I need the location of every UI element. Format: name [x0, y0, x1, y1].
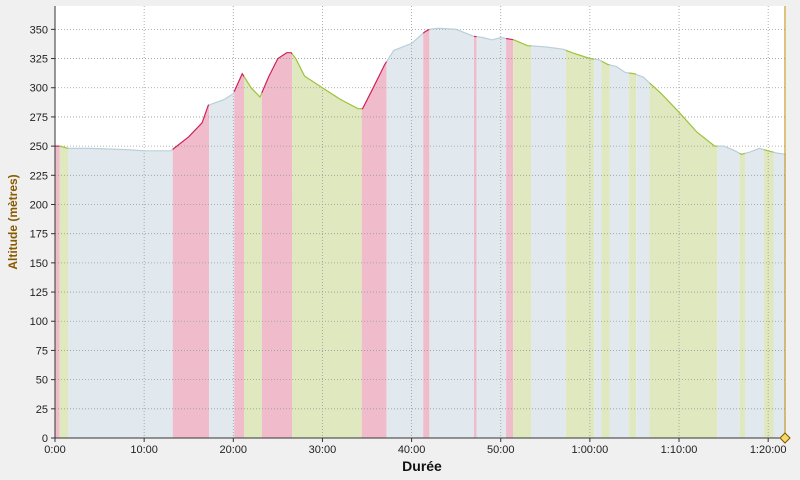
profile-line-flat	[208, 91, 235, 106]
profile-line-flat	[744, 147, 764, 154]
profile-line-climb	[261, 52, 293, 94]
y-tick-label: 200	[30, 199, 48, 211]
profile-line-descent	[649, 82, 718, 147]
segment-climb-15	[506, 38, 514, 438]
y-tick-label: 350	[30, 24, 48, 36]
segment-flat-19	[594, 59, 602, 438]
profile-line-descent	[763, 149, 774, 153]
x-tick-label: 1:00:00	[572, 444, 609, 456]
segment-climb-7	[261, 52, 293, 438]
segment-flat-29	[773, 152, 786, 438]
profile-line-flat	[68, 147, 174, 152]
y-tick-label: 125	[30, 287, 48, 299]
profile-line-flat	[609, 64, 630, 74]
x-tick-label: 0:00	[44, 444, 65, 456]
segment-climb-9	[361, 61, 387, 438]
profile-line-descent	[59, 145, 69, 149]
profile-line-descent	[243, 76, 263, 99]
segment-climb-3	[172, 104, 210, 439]
profile-line-climb	[172, 104, 210, 150]
segment-climb-0	[55, 146, 60, 438]
segment-descent-16	[513, 39, 532, 438]
segment-descent-26	[739, 153, 745, 439]
x-tick-label: 20:00	[220, 444, 248, 456]
profile-line-climb	[361, 61, 388, 110]
segment-descent-22	[629, 73, 637, 438]
x-axis-title: Durée	[402, 458, 442, 474]
segment-climb-5	[234, 73, 244, 438]
segment-climb-13	[473, 36, 477, 439]
y-tick-label: 150	[30, 258, 48, 270]
y-tick-label: 325	[30, 54, 48, 66]
segment-flat-4	[209, 91, 235, 438]
profile-line-flat	[594, 58, 602, 62]
segment-descent-24	[649, 82, 718, 439]
segment-flat-27	[744, 148, 764, 438]
segment-descent-1	[59, 146, 69, 438]
x-tick-label: 1:10:00	[661, 444, 698, 456]
y-tick-label: 0	[42, 433, 48, 445]
y-tick-label: 25	[36, 404, 48, 416]
profile-line-flat	[386, 32, 424, 62]
y-tick-label: 225	[30, 170, 48, 182]
y-tick-label: 50	[36, 375, 48, 387]
segment-flat-10	[386, 33, 424, 438]
segment-flat-12	[429, 28, 474, 438]
x-tick-label: 1:20:00	[750, 444, 787, 456]
segment-flat-21	[609, 64, 630, 439]
segment-descent-18	[565, 50, 595, 439]
x-tick-label: 10:00	[130, 444, 158, 456]
segment-flat-25	[717, 146, 740, 438]
y-tick-label: 175	[30, 229, 48, 241]
y-tick-label: 300	[30, 83, 48, 95]
x-tick-label: 50:00	[487, 444, 515, 456]
segment-flat-2	[68, 148, 173, 438]
segment-descent-20	[601, 61, 610, 438]
profile-line-flat	[773, 151, 787, 155]
profile-line-descent	[739, 152, 746, 155]
profile-line-flat	[476, 36, 507, 41]
profile-line-descent	[291, 53, 362, 110]
y-tick-label: 100	[30, 316, 48, 328]
segment-flat-17	[531, 45, 566, 439]
y-tick-label: 250	[30, 141, 48, 153]
position-cursor-handle[interactable]	[779, 432, 791, 444]
profile-line-descent	[513, 39, 532, 47]
x-tick-label: 30:00	[309, 444, 337, 456]
segment-descent-8	[292, 53, 362, 439]
segment-climb-11	[423, 29, 430, 439]
profile-line-descent	[629, 72, 637, 75]
profile-line-climb	[422, 28, 430, 34]
profile-line-flat	[635, 73, 651, 84]
y-tick-label: 75	[36, 345, 48, 357]
profile-line-flat	[429, 27, 475, 37]
profile-line-descent	[601, 60, 610, 66]
segment-descent-28	[763, 149, 774, 438]
y-tick-label: 275	[30, 112, 48, 124]
profile-line-climb	[233, 72, 245, 92]
y-axis-title: Altitude (mètres)	[6, 174, 20, 269]
segment-flat-14	[476, 36, 507, 438]
profile-line-climb	[506, 37, 514, 41]
segment-flat-23	[636, 74, 650, 439]
segment-descent-6	[243, 76, 262, 438]
x-tick-label: 40:00	[398, 444, 426, 456]
profile-line-descent	[565, 49, 595, 60]
profile-line-flat	[717, 145, 740, 154]
profile-line-flat	[530, 45, 567, 51]
